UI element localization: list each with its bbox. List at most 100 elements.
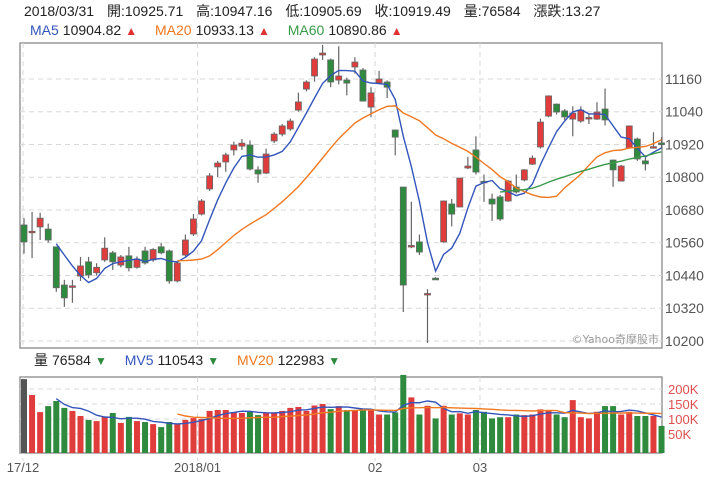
candlestick <box>181 234 189 257</box>
candle-body <box>456 177 464 208</box>
price-tick-label: 10440 <box>665 267 704 283</box>
volume-bar <box>85 419 92 453</box>
candle-body <box>93 266 101 274</box>
candle-body <box>254 169 262 175</box>
volume-bar <box>626 411 633 453</box>
candlestick <box>85 256 92 279</box>
candlestick <box>28 211 36 259</box>
candle-body <box>641 160 649 165</box>
mv20-line <box>177 406 662 420</box>
ma5-value: 10904.82 <box>62 22 122 38</box>
volume-bar <box>650 416 657 453</box>
candle-body <box>303 81 310 90</box>
candle-body <box>407 245 415 248</box>
candle-body <box>173 262 181 282</box>
volume-bar <box>480 411 487 453</box>
candlestick <box>20 218 28 254</box>
volume-bar <box>335 406 342 453</box>
candlestick <box>416 234 423 256</box>
mv5-line <box>55 398 662 425</box>
candle-body <box>319 52 326 56</box>
volume-bar <box>255 415 262 453</box>
candle-body <box>294 101 302 111</box>
volume-bar <box>327 409 334 453</box>
candle-body <box>149 249 157 261</box>
candle-body <box>206 175 214 190</box>
volume-bar <box>618 414 625 453</box>
candle-body <box>311 58 318 77</box>
candle-body <box>367 92 375 108</box>
candle-body <box>286 120 294 130</box>
candlestick <box>617 164 625 182</box>
volume-bar <box>529 414 536 453</box>
candlestick <box>335 46 343 85</box>
candlestick <box>593 102 601 120</box>
volume-bar <box>537 409 544 453</box>
candle-body <box>448 203 456 215</box>
mv5-value: 110543 <box>157 352 204 368</box>
candle-body <box>593 111 601 120</box>
candle-body <box>432 277 439 281</box>
candle-body <box>20 224 28 243</box>
candlestick <box>319 44 326 60</box>
watermark-logo: ©Yahoo奇摩股市 <box>572 332 659 346</box>
candle-body <box>343 79 351 84</box>
candlestick <box>303 80 310 92</box>
volume-bar <box>553 414 560 453</box>
candlestick <box>101 237 109 262</box>
candle-body <box>262 153 270 174</box>
candlestick <box>198 199 205 216</box>
candlestick <box>407 201 415 249</box>
candle-body <box>609 159 617 171</box>
volume-legend: 量 76584 ▼ MV5 110543 ▼ MV20 122983 ▼ <box>34 350 354 370</box>
candle-body <box>165 250 173 282</box>
candle-body <box>625 125 633 149</box>
quote-low: 低:10905.69 <box>285 3 362 19</box>
candle-body <box>351 61 359 68</box>
volume-bar <box>311 405 318 453</box>
candle-body <box>198 200 205 215</box>
candle-body <box>109 252 117 263</box>
candlestick <box>650 132 657 149</box>
candle-body <box>133 258 141 268</box>
volume-bar <box>424 405 431 453</box>
volume-bar <box>93 421 100 453</box>
volume-bar <box>585 418 592 453</box>
candle-body <box>424 293 431 296</box>
candlestick <box>424 289 431 343</box>
volume-bar <box>29 395 36 453</box>
volume-bar <box>400 374 407 453</box>
ma5-line <box>55 69 662 284</box>
candlestick <box>585 114 593 125</box>
candlestick <box>93 263 101 276</box>
volume-bar <box>101 416 108 453</box>
volume-bar <box>521 415 528 453</box>
ma60-value: 10890.86 <box>328 22 387 38</box>
candlestick <box>520 169 528 182</box>
volume-bar <box>303 410 310 453</box>
price-tick-label: 11040 <box>665 104 703 120</box>
candlestick <box>641 156 649 171</box>
volume-bar <box>45 406 52 453</box>
quote-high: 高:10947.16 <box>196 3 273 19</box>
quote-change: 漲跌:13.27 <box>533 3 601 19</box>
candle-body <box>278 125 286 135</box>
volume-bar <box>182 419 189 453</box>
candlestick <box>254 166 262 183</box>
volume-bar <box>642 416 649 453</box>
candlestick <box>214 160 222 178</box>
candlestick <box>327 58 335 88</box>
volume-bar <box>634 416 641 453</box>
candlestick <box>311 57 318 82</box>
candle-body <box>85 261 92 276</box>
price-tick-label: 10800 <box>665 169 704 185</box>
candlestick <box>36 212 44 241</box>
volume-value: 76584 <box>52 352 91 368</box>
candle-body <box>28 230 36 234</box>
candle-body <box>416 241 423 253</box>
down-triangle-icon: ▼ <box>328 354 341 368</box>
candle-body <box>52 246 60 289</box>
price-tick-label: 11160 <box>665 71 702 87</box>
candle-body <box>399 186 407 286</box>
